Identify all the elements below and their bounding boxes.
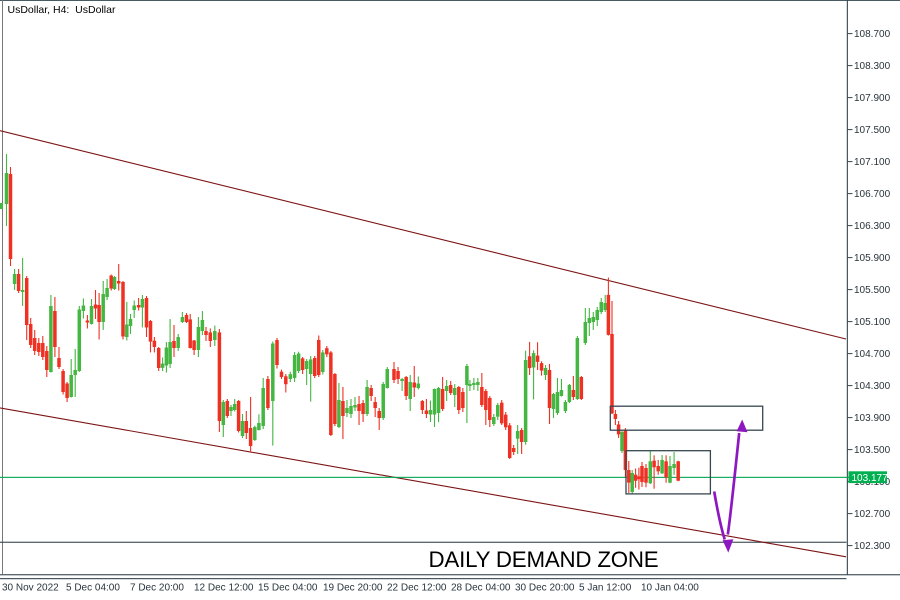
svg-text:15 Dec 04:00: 15 Dec 04:00 — [258, 583, 318, 594]
svg-text:28 Dec 04:00: 28 Dec 04:00 — [451, 583, 511, 594]
svg-text:108.300: 108.300 — [854, 61, 891, 72]
svg-text:104.300: 104.300 — [854, 381, 891, 392]
svg-text:DAILY DEMAND ZONE: DAILY DEMAND ZONE — [429, 547, 659, 572]
svg-text:103.900: 103.900 — [854, 413, 891, 424]
svg-text:5 Jan 12:00: 5 Jan 12:00 — [579, 583, 632, 594]
svg-text:10 Jan 04:00: 10 Jan 04:00 — [641, 583, 699, 594]
svg-text:103.177: 103.177 — [852, 473, 889, 484]
svg-text:30 Dec 20:00: 30 Dec 20:00 — [515, 583, 575, 594]
svg-text:106.700: 106.700 — [854, 189, 891, 200]
svg-text:7 Dec 20:00: 7 Dec 20:00 — [130, 583, 184, 594]
svg-text:30 Nov 2022: 30 Nov 2022 — [2, 583, 59, 594]
svg-text:105.500: 105.500 — [854, 285, 891, 296]
svg-text:108.700: 108.700 — [854, 29, 891, 40]
svg-text:106.300: 106.300 — [854, 221, 891, 232]
svg-text:107.100: 107.100 — [854, 157, 891, 168]
svg-text:102.700: 102.700 — [854, 509, 891, 520]
svg-text:5 Dec 04:00: 5 Dec 04:00 — [66, 583, 120, 594]
svg-text:19 Dec 20:00: 19 Dec 20:00 — [323, 583, 383, 594]
svg-text:102.300: 102.300 — [854, 541, 891, 552]
svg-text:105.100: 105.100 — [854, 317, 891, 328]
svg-text:103.500: 103.500 — [854, 445, 891, 456]
svg-text:107.900: 107.900 — [854, 93, 891, 104]
svg-text:12 Dec 12:00: 12 Dec 12:00 — [194, 583, 254, 594]
svg-text:104.700: 104.700 — [854, 349, 891, 360]
svg-text:UsDollar, H4: UsDollar: UsDollar, H4: UsDollar — [8, 4, 116, 16]
svg-text:22 Dec 12:00: 22 Dec 12:00 — [387, 583, 447, 594]
svg-text:105.900: 105.900 — [854, 253, 891, 264]
svg-text:107.500: 107.500 — [854, 125, 891, 136]
